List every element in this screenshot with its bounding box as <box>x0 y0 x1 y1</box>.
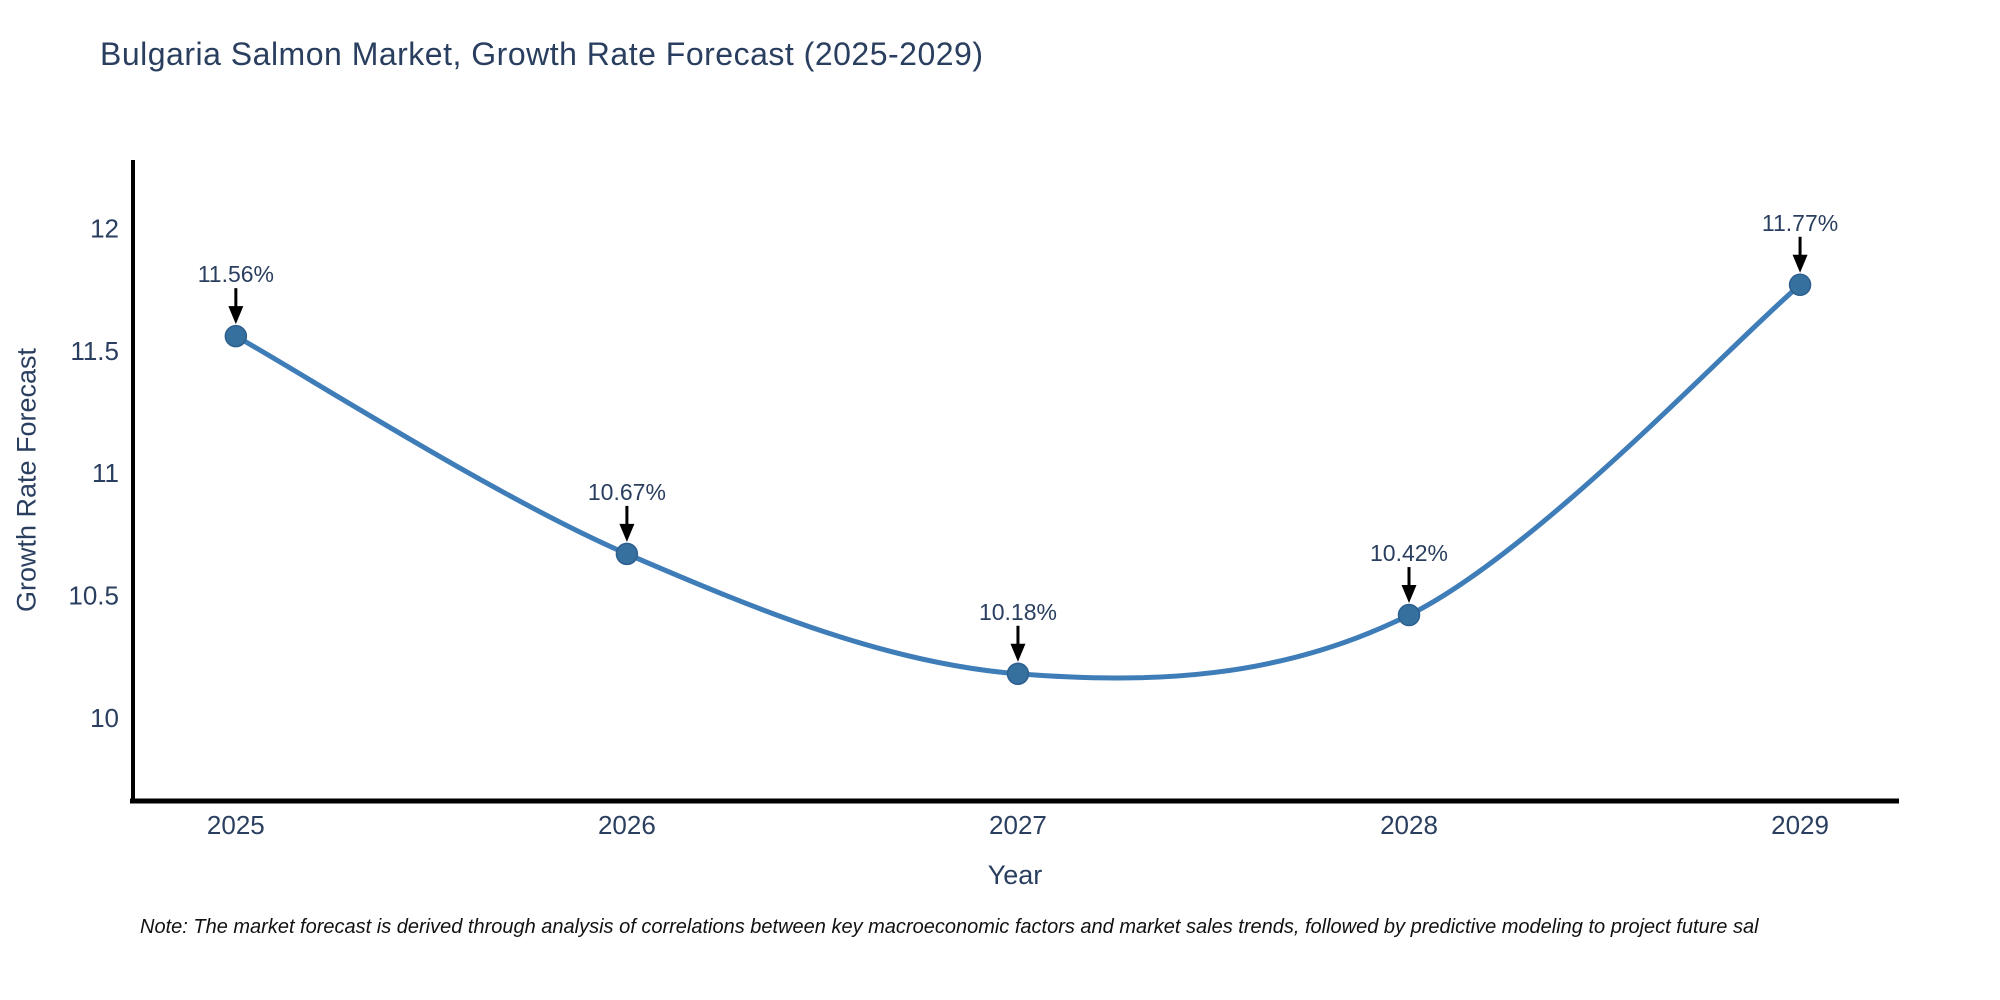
x-tick-label: 2029 <box>1771 810 1829 840</box>
data-point-label: 10.18% <box>979 599 1057 625</box>
y-tick-label: 12 <box>90 214 119 244</box>
y-tick-label: 11.5 <box>70 336 119 366</box>
x-tick-label: 2028 <box>1380 810 1438 840</box>
annotation-arrow-head <box>1401 585 1417 604</box>
x-tick-label: 2026 <box>598 810 656 840</box>
data-point-label: 11.77% <box>1762 210 1838 236</box>
data-point-label: 10.67% <box>588 479 666 505</box>
annotation-arrow-head <box>619 523 635 542</box>
data-point-marker <box>1788 273 1812 297</box>
chart-title: Bulgaria Salmon Market, Growth Rate Fore… <box>100 36 984 72</box>
annotation-arrow-head <box>1010 643 1026 662</box>
data-point-marker <box>224 324 248 348</box>
y-tick-label: 10 <box>90 703 119 733</box>
footnote: Note: The market forecast is derived thr… <box>140 916 1759 938</box>
data-point-marker <box>615 542 639 566</box>
data-point-marker <box>1006 662 1030 686</box>
data-point-marker <box>1397 603 1421 627</box>
x-tick-label: 2027 <box>989 810 1047 840</box>
data-point-label: 10.42% <box>1370 540 1448 566</box>
annotation-arrow-head <box>228 306 244 325</box>
data-point-label: 11.56% <box>198 261 274 287</box>
y-tick-label: 10.5 <box>68 580 119 610</box>
y-tick-label: 11 <box>92 458 119 488</box>
x-tick-label: 2025 <box>207 810 265 840</box>
x-axis-title: Year <box>987 860 1043 890</box>
annotation-arrow-head <box>1792 254 1808 273</box>
